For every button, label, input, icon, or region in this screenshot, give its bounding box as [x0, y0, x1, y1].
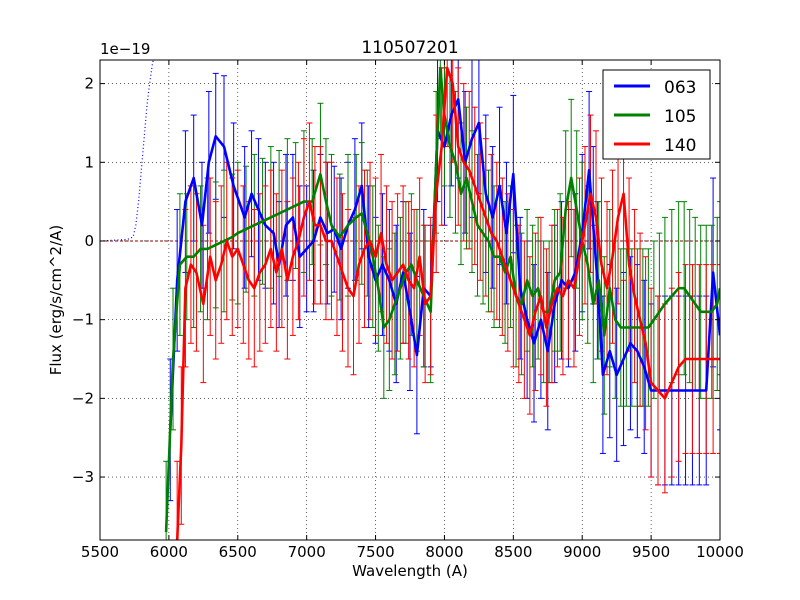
x-tick-label: 7500 — [356, 543, 394, 561]
reference-template-line — [100, 60, 154, 242]
y-tick-label: 2 — [84, 75, 94, 93]
series-line-140 — [175, 66, 720, 540]
x-tick-label: 9000 — [563, 543, 601, 561]
y-tick-label: 0 — [84, 232, 94, 250]
y-tick-label: −3 — [72, 468, 94, 486]
y-tick-label: −2 — [72, 389, 94, 407]
x-tick-label: 7000 — [288, 543, 326, 561]
y-tick-label: −1 — [72, 311, 94, 329]
x-tick-label: 8000 — [425, 543, 463, 561]
chart-title: 110507201 — [361, 38, 458, 58]
x-axis-label: Wavelength (A) — [352, 562, 468, 580]
x-tick-label: 6000 — [150, 543, 188, 561]
x-tick-label: 6500 — [219, 543, 257, 561]
x-tick-label: 9500 — [632, 543, 670, 561]
legend: 063 105 140 — [602, 69, 711, 160]
y-offset-label: 1e−19 — [100, 40, 150, 58]
x-tick-label: 8500 — [494, 543, 532, 561]
x-tick-label: 5500 — [81, 543, 119, 561]
legend-label-105: 105 — [664, 107, 696, 127]
plot-frame — [99, 59, 721, 541]
x-tick-label: 10000 — [696, 543, 744, 561]
series-line-105 — [164, 66, 720, 533]
legend-label-140: 140 — [664, 136, 696, 156]
series-lines — [100, 60, 720, 540]
axis-ticks: 5500 6000 6500 7000 7500 8000 8500 9000 9500 1000… — [72, 60, 744, 561]
y-tick-label: 1 — [84, 153, 94, 171]
legend-label-063: 063 — [664, 78, 696, 98]
y-axis-label: Flux (erg/s/cm^2/A) — [47, 225, 65, 376]
